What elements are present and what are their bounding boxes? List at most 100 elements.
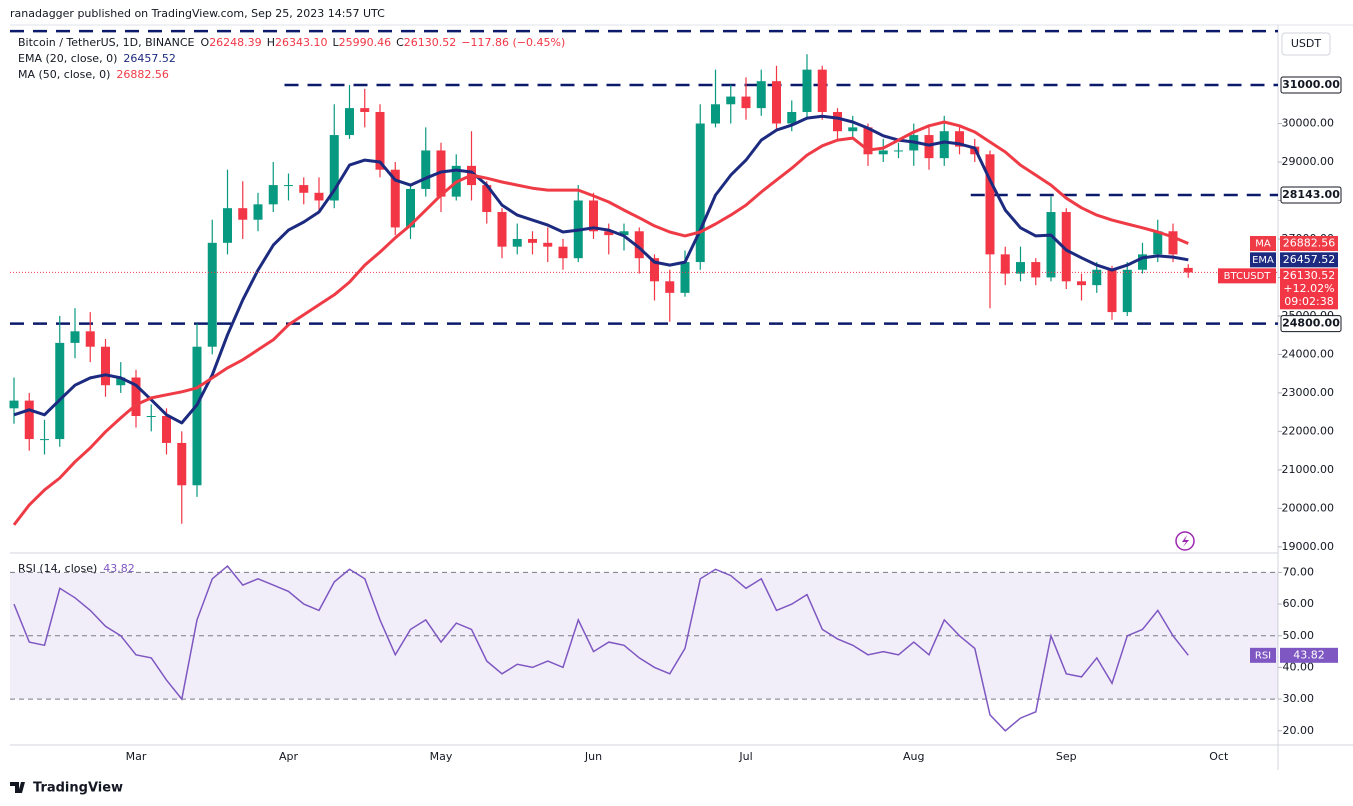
symbol-tag-box	[1218, 268, 1276, 284]
indicator-name: MA (50, close, 0)	[18, 68, 110, 81]
candle-body	[772, 81, 781, 124]
indicator-legend: MA (50, close, 0) 26882.56	[18, 68, 169, 81]
candle-body	[650, 258, 659, 282]
rsi-value: 43.82	[103, 562, 135, 575]
candle-body	[711, 104, 720, 124]
alert-icon[interactable]	[1175, 531, 1195, 551]
candle-body	[787, 111, 797, 124]
y-tick-label: 24000.00	[1282, 347, 1335, 360]
candle-body	[299, 185, 309, 193]
candle-body	[1016, 262, 1025, 274]
symbol-legend: Bitcoin / TetherUS, 1D, BINANCE O26248.39…	[18, 36, 565, 49]
candle-body	[756, 81, 766, 109]
candle-body	[894, 150, 903, 152]
y-tick-label: 40.00	[1283, 660, 1315, 673]
candle-body	[497, 212, 507, 247]
candle-body	[131, 377, 141, 416]
brand-name[interactable]: TradingView	[33, 781, 123, 796]
currency[interactable]: USDT	[1291, 37, 1322, 50]
x-tick-label: Jun	[584, 750, 602, 763]
candle-body	[939, 131, 949, 159]
level-label-box	[1280, 76, 1342, 94]
y-tick-label: 29000.00	[1282, 155, 1335, 168]
candle-body	[543, 242, 553, 247]
level-label-box	[1280, 315, 1342, 333]
candle-body	[9, 400, 19, 409]
candle-body	[802, 69, 812, 112]
x-tick-label: Sep	[1056, 750, 1077, 763]
candle-body	[726, 96, 736, 105]
candle-body	[665, 281, 675, 293]
candle-body	[390, 169, 400, 228]
candle-body	[314, 192, 324, 201]
indicator-value: 26457.52	[123, 52, 176, 65]
candle-body	[817, 69, 827, 112]
y-tick-label: 23000.00	[1282, 386, 1335, 399]
candle-body	[329, 135, 339, 201]
y-tick-label: 22000.00	[1282, 424, 1335, 437]
candle-body	[40, 439, 49, 441]
candle-body	[192, 346, 202, 486]
candle-body	[1000, 254, 1010, 274]
candle-body	[162, 415, 171, 443]
brand[interactable]: TradingView	[10, 781, 123, 796]
ohlc-value: 26248.39	[209, 36, 262, 49]
candle-body	[1077, 281, 1086, 286]
candle-body	[177, 442, 187, 486]
candle-body	[85, 331, 95, 347]
last-price-note: +12.02%	[1283, 282, 1334, 295]
last-price: 26130.52	[1283, 269, 1336, 282]
ohlc-key: O	[201, 36, 210, 49]
indicator-tag: MA	[1255, 238, 1271, 249]
ohlc-key: L	[332, 36, 339, 49]
y-tick-label: 19000.00	[1282, 540, 1335, 553]
ohlc-key: H	[267, 36, 275, 49]
rsi-tag: RSI	[1255, 650, 1271, 661]
alert-icon-circle[interactable]	[1175, 531, 1195, 551]
level-label: 24800.00	[1282, 317, 1340, 330]
ohlc-value: 26343.10	[275, 36, 328, 49]
candle-body	[116, 377, 126, 386]
indicator-name: EMA (20, close, 0)	[18, 52, 117, 65]
rsi-line	[13, 565, 1189, 732]
candle-body	[238, 208, 248, 220]
candle-body	[741, 96, 751, 109]
candle-body	[1107, 269, 1117, 313]
candle-body	[1138, 254, 1147, 270]
indicator-value: 26882.56	[116, 68, 169, 81]
candle-body	[878, 150, 888, 155]
candle-body	[863, 127, 873, 155]
level-label: 28143.00	[1282, 188, 1340, 201]
candle-body	[1061, 212, 1071, 282]
indicator-price: 26882.56	[1283, 236, 1336, 249]
level-label: 31000.00	[1282, 78, 1340, 91]
ohlc-value: 26130.52	[404, 36, 457, 49]
candle-body	[985, 154, 995, 255]
x-tick-label: Apr	[279, 750, 299, 763]
candle-body	[421, 150, 431, 189]
ohlc-key: C	[396, 36, 404, 49]
x-tick-label: Jul	[738, 750, 752, 763]
level-label-box	[1280, 186, 1342, 204]
y-tick-label: 30000.00	[1282, 117, 1335, 130]
currency-box[interactable]	[1281, 32, 1331, 56]
brand-logo[interactable]	[10, 782, 25, 793]
ohlc-value: 25990.46	[339, 36, 392, 49]
candle-body	[55, 342, 65, 440]
candle-body	[207, 242, 217, 347]
candle-body	[268, 185, 278, 205]
indicator-legend: EMA (20, close, 0) 26457.52	[18, 52, 176, 65]
x-tick-label: Aug	[903, 750, 924, 763]
indicator-price-box	[1280, 235, 1338, 251]
symbol-title: Bitcoin / TetherUS, 1D, BINANCE	[18, 36, 195, 49]
x-tick-label: Oct	[1209, 750, 1229, 763]
candle-body	[1168, 231, 1178, 255]
candle-body	[223, 208, 232, 243]
candle-body	[1031, 262, 1041, 278]
last-price-box	[1280, 268, 1338, 310]
candle-body	[695, 123, 705, 263]
alert-icon-bolt[interactable]	[1182, 535, 1189, 547]
x-tick-label: May	[430, 750, 453, 763]
candle-body	[101, 346, 110, 386]
